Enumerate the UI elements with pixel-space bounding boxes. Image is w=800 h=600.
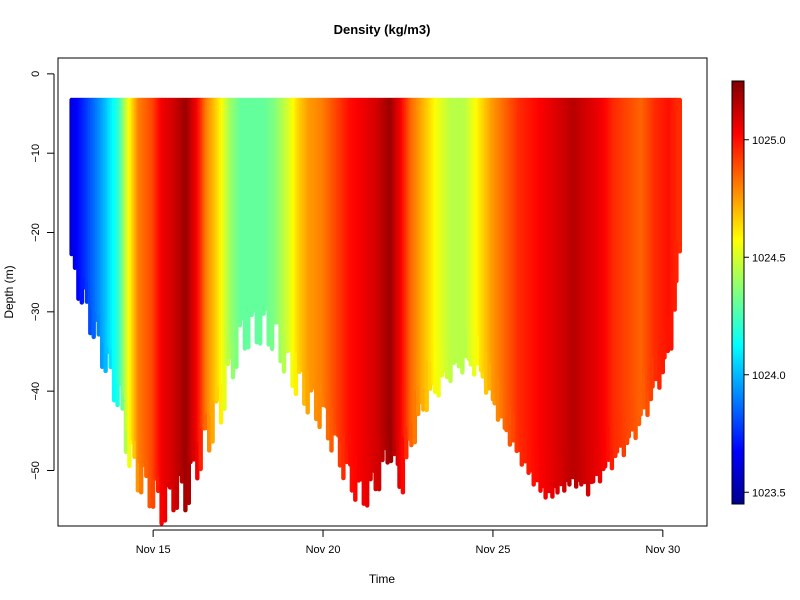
profile-scatter: [69, 97, 682, 526]
colorbar-tick-label: 1025.0: [752, 135, 786, 147]
y-tick-label: −40: [30, 382, 42, 401]
colorbar-gradient: [731, 80, 745, 505]
y-axis-label: Depth (m): [2, 265, 16, 318]
colorbar-tick-label: 1024.0: [752, 370, 786, 382]
plot-frame: [57, 57, 708, 527]
x-axis-label: Time: [369, 572, 396, 586]
colorbar-tick-label: 1023.5: [752, 487, 786, 499]
profile-column: [677, 97, 682, 254]
chart-title: Density (kg/m3): [334, 22, 431, 37]
x-tick-label: Nov 15: [136, 544, 171, 556]
colorbar-ticks: 1023.5 1024.0 1024.5 1025.0: [744, 135, 786, 499]
y-tick-label: −10: [30, 144, 42, 163]
colorbar-tick-label: 1024.5: [752, 252, 786, 264]
x-tick-label: Nov 20: [306, 544, 341, 556]
y-tick-label: 0: [30, 71, 42, 77]
y-axis: 0 −10 −20 −30 −40 −50: [30, 71, 55, 480]
x-axis: Nov 15 Nov 20 Nov 25 Nov 30: [136, 529, 680, 556]
y-tick-label: −20: [30, 223, 42, 242]
x-tick-label: Nov 30: [645, 544, 680, 556]
colorbar: 1023.5 1024.0 1024.5 1025.0: [731, 80, 786, 505]
y-tick-label: −30: [30, 302, 42, 321]
x-tick-label: Nov 25: [476, 544, 511, 556]
y-tick-label: −50: [30, 461, 42, 480]
